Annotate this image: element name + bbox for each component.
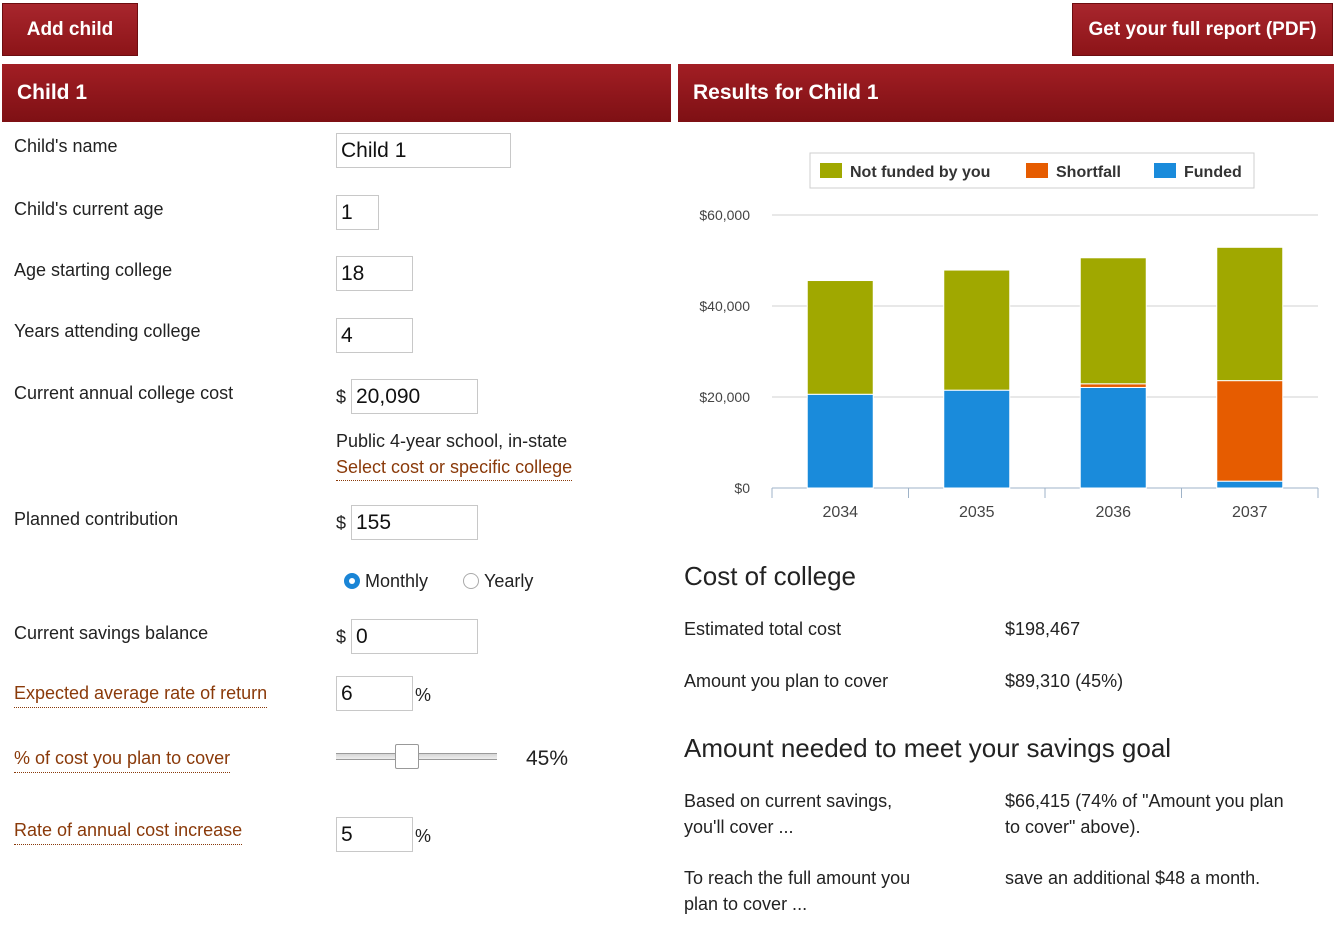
years-attending-label: Years attending college xyxy=(14,321,201,341)
bar-segment-funded xyxy=(943,389,1011,489)
estimated-cost-value: $198,467 xyxy=(1005,619,1081,639)
legend-label: Not funded by you xyxy=(850,164,990,181)
percent-cover-value: 45% xyxy=(526,747,569,770)
yearly-label[interactable]: Yearly xyxy=(484,571,534,591)
percent-sign: % xyxy=(415,826,432,846)
legend-swatch xyxy=(1026,163,1048,178)
reach-goal-label-line-2: plan to cover ... xyxy=(684,894,808,914)
current-savings-value: $66,415 (74% of "Amount you plan to cove… xyxy=(1005,788,1284,840)
cost-of-college-heading: Cost of college xyxy=(684,561,856,591)
legend-label: Shortfall xyxy=(1056,164,1121,181)
current-age-label: Child's current age xyxy=(14,199,164,219)
bar-segment-shortfall xyxy=(1079,383,1147,388)
reach-goal-label: To reach the full amount you plan to cov… xyxy=(684,865,910,917)
current-savings-label-line-1: Based on current savings, xyxy=(684,791,893,811)
start-age-label: Age starting college xyxy=(14,260,173,280)
y-tick-label: $40,000 xyxy=(699,298,750,314)
years-attending-input[interactable]: 4 xyxy=(336,318,413,353)
savings-balance-label: Current savings balance xyxy=(14,623,209,643)
legend-swatch xyxy=(820,163,842,178)
plan-cover-label: Amount you plan to cover xyxy=(684,671,889,691)
bar-segment-shortfall xyxy=(1216,380,1284,482)
cost-increase-link[interactable]: Rate of annual cost increase xyxy=(14,820,243,845)
results-stacked-bar-chart: Not funded by you Shortfall Funded $0 $20,0… xyxy=(699,152,1319,521)
x-tick-label: 2035 xyxy=(959,504,995,521)
annual-cost-label: Current annual college cost xyxy=(14,383,234,403)
current-age-input[interactable]: 1 xyxy=(336,195,379,230)
rate-of-return-link[interactable]: Expected average rate of return xyxy=(14,683,268,708)
select-college-link[interactable]: Select cost or specific college xyxy=(336,457,573,481)
current-savings-label: Based on current savings, you'll cover .… xyxy=(684,788,892,840)
dollar-sign: $ xyxy=(336,387,347,407)
bar-segment-funded xyxy=(1216,480,1284,489)
savings-goal-heading: Amount needed to meet your savings goal xyxy=(684,733,1172,763)
x-tick-label: 2034 xyxy=(822,504,858,521)
bar-segment-not-funded-by-you xyxy=(1216,246,1284,382)
bar-segment-not-funded-by-you xyxy=(1079,257,1147,385)
full-report-pdf-button[interactable]: Get your full report (PDF) xyxy=(1072,3,1333,56)
y-tick-label: $20,000 xyxy=(699,389,750,405)
y-tick-label: $0 xyxy=(734,480,750,496)
cost-increase-input[interactable]: 5 xyxy=(336,817,413,852)
child-panel-header: Child 1 xyxy=(2,64,671,122)
current-savings-label-line-2: you'll cover ... xyxy=(684,817,794,837)
x-tick-label: 2037 xyxy=(1232,504,1268,521)
bar-segment-funded xyxy=(806,393,874,489)
results-panel-header: Results for Child 1 xyxy=(678,64,1334,122)
start-age-input[interactable]: 18 xyxy=(336,256,413,291)
dollar-sign: $ xyxy=(336,513,347,533)
contribution-label: Planned contribution xyxy=(14,509,179,529)
bar-segment-not-funded-by-you xyxy=(943,269,1011,391)
school-type-text: Public 4-year school, in-state xyxy=(336,431,568,451)
percent-sign: % xyxy=(415,685,432,705)
contribution-input[interactable]: 155 xyxy=(351,505,478,540)
legend-label: Funded xyxy=(1184,164,1242,181)
bar-segment-funded xyxy=(1079,386,1147,489)
monthly-label[interactable]: Monthly xyxy=(365,571,429,591)
legend-swatch xyxy=(1154,163,1176,178)
rate-of-return-input[interactable]: 6 xyxy=(336,676,413,711)
reach-goal-value: save an additional $48 a month. xyxy=(1005,868,1261,888)
child-name-input[interactable]: Child 1 xyxy=(336,133,511,168)
x-tick-label: 2036 xyxy=(1095,504,1131,521)
plan-cover-value: $89,310 (45%) xyxy=(1005,671,1124,691)
annual-cost-input[interactable]: 20,090 xyxy=(351,379,478,414)
dollar-sign: $ xyxy=(336,627,347,647)
savings-balance-input[interactable]: 0 xyxy=(351,619,478,654)
current-savings-value-line-1: $66,415 (74% of "Amount you plan xyxy=(1005,791,1284,811)
y-tick-label: $60,000 xyxy=(699,207,750,223)
child-name-label: Child's name xyxy=(14,136,118,156)
monthly-radio[interactable] xyxy=(344,573,360,589)
add-child-button[interactable]: Add child xyxy=(2,3,138,56)
current-savings-value-line-2: to cover" above). xyxy=(1005,817,1141,837)
estimated-cost-label: Estimated total cost xyxy=(684,619,842,639)
percent-cover-link[interactable]: % of cost you plan to cover xyxy=(14,748,231,773)
reach-goal-label-line-1: To reach the full amount you xyxy=(684,868,911,888)
bar-segment-not-funded-by-you xyxy=(806,280,874,395)
percent-cover-slider-handle[interactable] xyxy=(395,744,419,769)
yearly-radio[interactable] xyxy=(463,573,479,589)
